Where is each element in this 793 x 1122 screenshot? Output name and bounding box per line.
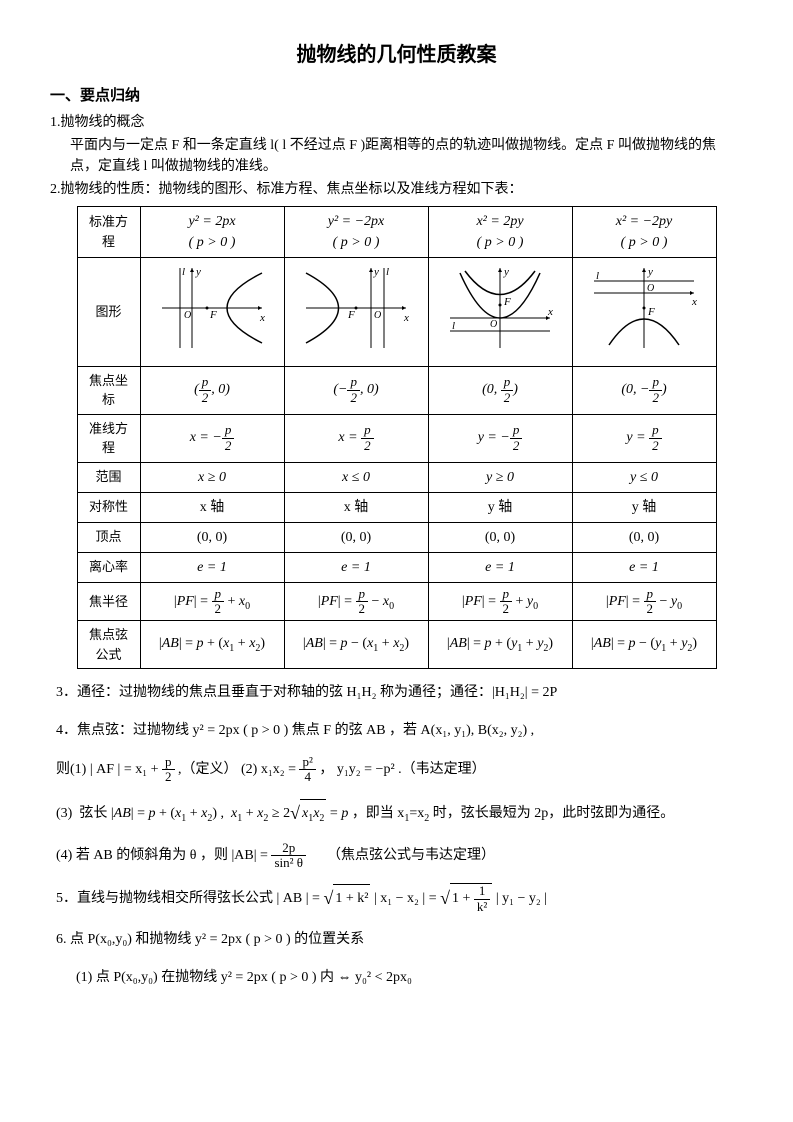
- focus-3: (0, p2): [428, 366, 572, 414]
- row-label-focus: 焦点坐标: [77, 366, 140, 414]
- svg-text:y: y: [373, 266, 379, 278]
- item-6-position: 6. 点 P(x₀,y₀) 和抛物线 y² = 2px ( p > 0 ) 的位…: [56, 926, 743, 954]
- rad-1: |PF| = p2 + x0: [140, 582, 284, 621]
- ecc-3: e = 1: [428, 552, 572, 582]
- vertex-3: (0, 0): [428, 522, 572, 552]
- dir-3: y = −p2: [428, 414, 572, 462]
- focus-2: (−p2, 0): [284, 366, 428, 414]
- svg-text:O: O: [374, 310, 381, 321]
- row-label-radius: 焦半径: [77, 582, 140, 621]
- svg-text:l: l: [182, 266, 185, 278]
- property-heading: 2.抛物线的性质：抛物线的图形、标准方程、焦点坐标以及准线方程如下表：: [50, 179, 743, 200]
- row-label-range: 范围: [77, 462, 140, 492]
- item-5-chordlen: 5．直线与抛物线相交所得弦长公式 | AB | = √1 + k² | x₁ −…: [56, 880, 743, 916]
- range-3: y ≥ 0: [428, 462, 572, 492]
- graph-up: F x l y O: [428, 257, 572, 366]
- svg-text:O: O: [490, 319, 497, 330]
- concept-heading: 1.抛物线的概念: [50, 112, 743, 133]
- chord-1: |AB| = p + (x1 + x2): [140, 621, 284, 669]
- range-2: x ≤ 0: [284, 462, 428, 492]
- item-4-focal-chord: 4．焦点弦：过抛物线 y² = 2px ( p > 0 ) 焦点 F 的弦 AB…: [56, 717, 743, 745]
- dir-1: x = −p2: [140, 414, 284, 462]
- std-eq-1: y² = 2px( p > 0 ): [140, 206, 284, 257]
- chord-4: |AB| = p − (y1 + y2): [572, 621, 716, 669]
- svg-text:F: F: [347, 309, 355, 321]
- ecc-1: e = 1: [140, 552, 284, 582]
- svg-text:F: F: [209, 309, 217, 321]
- vertex-2: (0, 0): [284, 522, 428, 552]
- svg-text:l: l: [452, 320, 455, 332]
- row-label-vertex: 顶点: [77, 522, 140, 552]
- vertex-4: (0, 0): [572, 522, 716, 552]
- rad-4: |PF| = p2 − y0: [572, 582, 716, 621]
- svg-text:O: O: [184, 310, 191, 321]
- rad-2: |PF| = p2 − x0: [284, 582, 428, 621]
- svg-text:l: l: [386, 266, 389, 278]
- item-6-1: (1) 点 P(x₀,y₀) 在抛物线 y² = 2px ( p > 0 ) 内…: [76, 964, 743, 992]
- graph-down: F x l y O: [572, 257, 716, 366]
- item-4-sub3: (3) 弦长 |AB| = p + (x1 + x2) , x1 + x2 ≥ …: [56, 795, 743, 831]
- svg-text:y: y: [647, 266, 653, 278]
- svg-text:l: l: [596, 270, 599, 282]
- std-eq-3: x² = 2py( p > 0 ): [428, 206, 572, 257]
- svg-text:F: F: [503, 296, 511, 308]
- axis-3: y 轴: [428, 492, 572, 522]
- focus-1: (p2, 0): [140, 366, 284, 414]
- row-label-directrix: 准线方程: [77, 414, 140, 462]
- svg-text:x: x: [691, 296, 697, 308]
- svg-text:O: O: [647, 283, 654, 294]
- graph-left: F x l y O: [284, 257, 428, 366]
- row-label-graph: 图形: [77, 257, 140, 366]
- concept-text: 平面内与一定点 F 和一条定直线 l( l 不经过点 F )距离相等的点的轨迹叫…: [70, 135, 743, 177]
- svg-text:x: x: [547, 306, 553, 318]
- std-eq-4: x² = −2py( p > 0 ): [572, 206, 716, 257]
- std-eq-2: y² = −2px( p > 0 ): [284, 206, 428, 257]
- section-heading-1: 一、要点归纳: [50, 85, 743, 108]
- ecc-4: e = 1: [572, 552, 716, 582]
- item-4-sub4: (4) 若 AB 的倾斜角为 θ ，则 |AB| = 2psin² θ （焦点弦…: [56, 841, 743, 871]
- row-label-ecc: 离心率: [77, 552, 140, 582]
- vertex-1: (0, 0): [140, 522, 284, 552]
- property-table: 标准方程 y² = 2px( p > 0 ) y² = −2px( p > 0 …: [77, 206, 717, 670]
- axis-1: x 轴: [140, 492, 284, 522]
- axis-4: y 轴: [572, 492, 716, 522]
- dir-2: x = p2: [284, 414, 428, 462]
- focus-4: (0, −p2): [572, 366, 716, 414]
- graph-right: F x l y O: [140, 257, 284, 366]
- item-3-tongj: 3．通径：过抛物线的焦点且垂直于对称轴的弦 H₁H₂ 称为通径；通径：|H₁H₂…: [56, 679, 743, 707]
- svg-text:y: y: [195, 266, 201, 278]
- ecc-2: e = 1: [284, 552, 428, 582]
- chord-3: |AB| = p + (y1 + y2): [428, 621, 572, 669]
- svg-text:x: x: [403, 312, 409, 324]
- item-4-sub1: 则(1) | AF | = x₁ + p2 ,（定义） (2) x₁x₂ = p…: [56, 755, 743, 785]
- rad-3: |PF| = p2 + y0: [428, 582, 572, 621]
- dir-4: y = p2: [572, 414, 716, 462]
- row-label-chord: 焦点弦公式: [77, 621, 140, 669]
- row-label-axis: 对称性: [77, 492, 140, 522]
- svg-text:F: F: [647, 306, 655, 318]
- page-title: 抛物线的几何性质教案: [50, 40, 743, 70]
- chord-2: |AB| = p − (x1 + x2): [284, 621, 428, 669]
- svg-text:x: x: [259, 312, 265, 324]
- range-1: x ≥ 0: [140, 462, 284, 492]
- axis-2: x 轴: [284, 492, 428, 522]
- row-label-std: 标准方程: [77, 206, 140, 257]
- svg-text:y: y: [503, 266, 509, 278]
- range-4: y ≤ 0: [572, 462, 716, 492]
